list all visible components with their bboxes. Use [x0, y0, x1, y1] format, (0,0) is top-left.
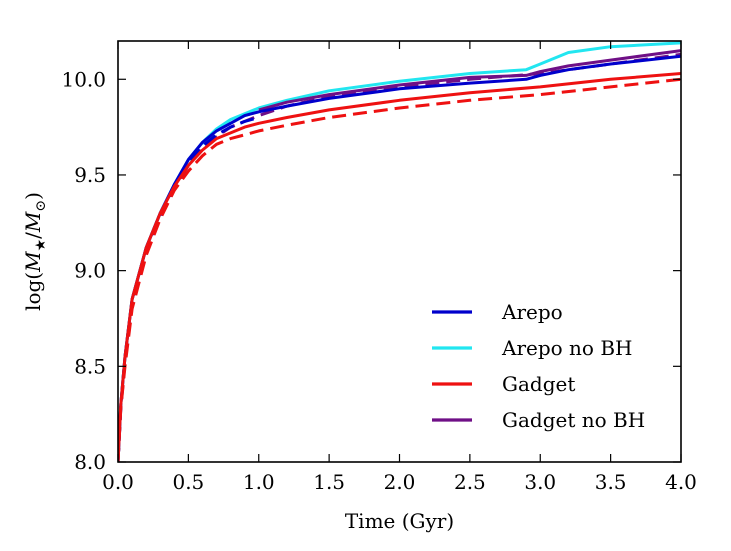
y-tick-label: 9.5 [74, 163, 106, 187]
x-tick-label: 2.5 [454, 470, 486, 494]
series-layer [118, 41, 681, 462]
legend-label: Gadget no BH [502, 408, 645, 432]
x-tick-label: 1.0 [243, 470, 275, 494]
x-tick-label: 4.0 [665, 470, 697, 494]
y-tick-label: 8.0 [74, 450, 106, 474]
x-tick-label: 2.0 [384, 470, 416, 494]
y-tick-label: 9.0 [74, 259, 106, 283]
series-line-gadget [118, 72, 681, 462]
x-tick-label: 3.0 [524, 470, 556, 494]
y-tick-label: 8.5 [74, 354, 106, 378]
plot-frame [117, 40, 682, 463]
series-line-arepo-no-bh [118, 41, 681, 462]
series-line-gadget-no-bh [258, 49, 681, 112]
x-tick-label: 1.5 [313, 470, 345, 494]
legend-label: Arepo no BH [501, 336, 632, 360]
x-tick-label: 0.0 [102, 470, 134, 494]
y-axis-label: log(M★/M⊙) [21, 192, 49, 311]
series-line-gadget-no-bh-dashed [118, 52, 681, 462]
x-tick-label: 3.5 [595, 470, 627, 494]
ticks-layer: 0.0 0.5 1.0 1.5 2.0 2.5 3.0 3.5 4.0 8.0 8.5 9.0 9.5 1… [61, 41, 697, 494]
series-line-arepo [118, 54, 681, 462]
legend-label: Arepo [501, 300, 563, 324]
legend: Arepo Arepo no BH Gadget Gadget no BH [432, 300, 645, 432]
series-line-gadget-dashed [118, 77, 681, 462]
x-axis-label: Time (Gyr) [345, 509, 454, 533]
legend-label: Gadget [502, 372, 575, 396]
y-tick-label: 10.0 [61, 67, 106, 91]
x-tick-label: 0.5 [172, 470, 204, 494]
